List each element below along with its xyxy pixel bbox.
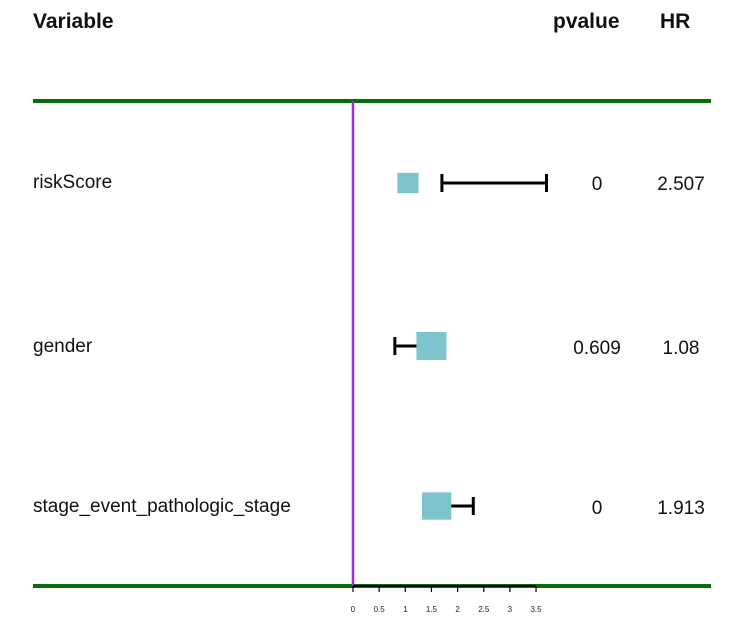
row-hr-riskscore: 2.507 [657, 174, 705, 195]
x-tick-label-0: 0 [351, 605, 356, 614]
x-tick-label-5: 2.5 [478, 605, 490, 614]
row-variable-riskscore: riskScore [33, 172, 113, 193]
hr-box-stage-event-pathologic-stage [422, 492, 452, 520]
row-hr-gender: 1.08 [662, 338, 700, 359]
hr-box-riskscore [397, 172, 419, 194]
x-tick-label-7: 3.5 [530, 605, 542, 614]
row-hr-stage: 1.913 [657, 498, 705, 519]
row-pvalue-gender: 0.609 [573, 338, 621, 359]
x-tick-label-6: 3 [508, 605, 513, 614]
hr-box-gender [416, 332, 447, 360]
header-variable: Variable [33, 10, 114, 33]
x-tick-label-3: 1.5 [426, 605, 438, 614]
row-variable-stage: stage_event_pathologic_stage [33, 496, 291, 517]
row-pvalue-stage: 0 [591, 498, 603, 519]
header-hr: HR [660, 10, 691, 33]
x-tick-label-1: 0.5 [374, 605, 386, 614]
row-variable-gender: gender [33, 336, 93, 357]
x-tick-label-2: 1 [403, 605, 408, 614]
row-pvalue-riskscore: 0 [591, 174, 603, 195]
header-pvalue: pvalue [553, 10, 620, 33]
x-tick-label-4: 2 [455, 605, 460, 614]
